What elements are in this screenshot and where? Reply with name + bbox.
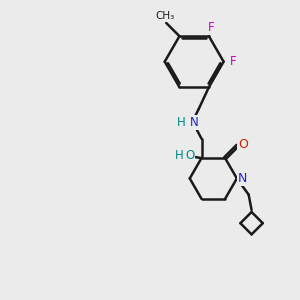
Text: N: N [190, 116, 199, 129]
Text: O: O [185, 148, 194, 162]
Text: H: H [176, 116, 185, 129]
Text: H: H [175, 148, 184, 162]
Text: F: F [208, 21, 214, 34]
Text: N: N [238, 172, 247, 185]
Text: F: F [230, 55, 236, 68]
Text: CH₃: CH₃ [155, 11, 174, 21]
Text: O: O [238, 138, 248, 151]
